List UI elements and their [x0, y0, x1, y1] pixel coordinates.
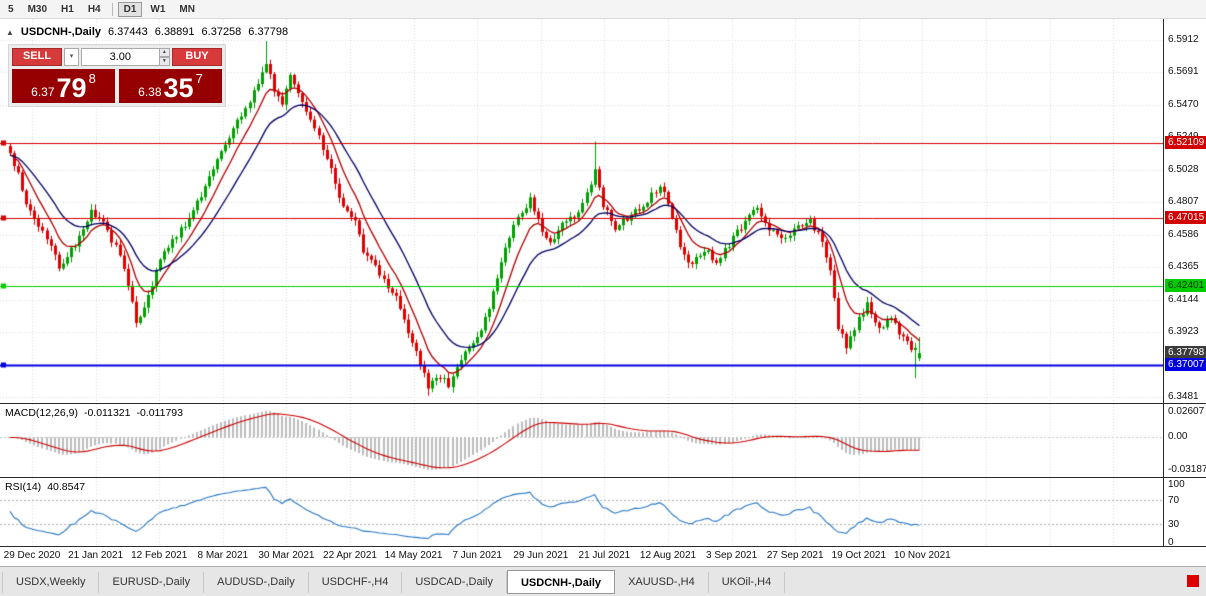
ohlc-open: 6.37443 — [108, 26, 148, 38]
timeframe-button-h1[interactable]: H1 — [55, 2, 80, 17]
buy-price-display[interactable]: 6.38 35 7 — [119, 69, 222, 103]
buy-price-big: 35 — [163, 73, 194, 103]
chart-title: ▲ USDCNH-,Daily 6.37443 6.38891 6.37258 … — [6, 26, 288, 38]
collapse-panel-icon[interactable]: ▲ — [6, 27, 14, 37]
chart-tab-eurusd-daily[interactable]: EURUSD-,Daily — [99, 572, 205, 593]
symbol-period-label: USDCNH-,Daily — [20, 26, 101, 38]
price-axis-tick: 6.4144 — [1168, 293, 1199, 305]
price-axis-tick: 6.4586 — [1168, 228, 1199, 240]
date-axis-label: 19 Oct 2021 — [831, 550, 887, 561]
price-level-label: 6.42401 — [1165, 278, 1206, 292]
chart-tab-audusd-daily[interactable]: AUDUSD-,Daily — [204, 572, 309, 593]
chart-tab-xauusd-h4[interactable]: XAUUSD-,H4 — [615, 572, 709, 593]
price-axis-tick: 6.5470 — [1168, 98, 1199, 110]
chart-tab-ukoil-h4[interactable]: UKOil-,H4 — [709, 572, 786, 593]
date-axis-label: 27 Sep 2021 — [766, 550, 824, 561]
panel-divider[interactable] — [0, 546, 1206, 547]
buy-price-head: 6.38 — [138, 85, 162, 99]
sell-price-big: 79 — [56, 73, 87, 103]
time-axis[interactable]: 29 Dec 2020 21 Jan 2021 12 Feb 2021 8 Mar 2… — [0, 547, 1206, 566]
price-axis-tick: 6.4365 — [1168, 261, 1199, 273]
rsi-axis-tick: 70 — [1168, 495, 1180, 506]
sell-button[interactable]: SELL — [12, 48, 62, 66]
rsi-name: RSI(14) — [5, 481, 42, 493]
price-level-label: 6.37798 — [1165, 346, 1206, 360]
macd-indicator-panel: MACD(12,26,9) -0.011321 -0.011793 — [0, 404, 1163, 477]
volume-increase-button[interactable]: ▲ — [158, 48, 170, 57]
sell-price-sup: 8 — [88, 71, 96, 86]
rsi-axis-tick: 30 — [1168, 519, 1180, 530]
date-axis-label: 30 Mar 2021 — [258, 550, 315, 561]
buy-price-sup: 7 — [195, 71, 203, 86]
price-axis-tick: 6.5691 — [1168, 66, 1199, 78]
panel-divider[interactable] — [0, 403, 1206, 404]
rsi-value: 40.8547 — [47, 481, 86, 493]
ohlc-high: 6.38891 — [154, 26, 195, 38]
chart-tab-bar: USDX,Weekly EURUSD-,Daily AUDUSD-,Daily USD… — [0, 566, 1206, 596]
date-axis-label: 12 Feb 2021 — [131, 550, 188, 561]
dropdown-arrow-icon: ▾ — [69, 53, 74, 60]
macd-signal-value: -0.011793 — [136, 407, 183, 419]
macd-name: MACD(12,26,9) — [5, 407, 78, 419]
price-axis-tick: 6.5912 — [1168, 34, 1199, 45]
rsi-label: RSI(14) 40.8547 — [5, 481, 91, 493]
price-axis-tick: 6.3923 — [1168, 326, 1199, 338]
timeframe-button-w1[interactable]: W1 — [144, 2, 171, 17]
chart-tab-usdx-weekly[interactable]: USDX,Weekly — [2, 572, 100, 593]
buy-button[interactable]: BUY — [172, 48, 222, 66]
macd-main-value: -0.011321 — [83, 407, 131, 419]
date-axis-label: 14 May 2021 — [384, 550, 443, 561]
price-axis[interactable]: 6.59126.56916.54706.52496.50286.48076.45… — [1163, 19, 1206, 548]
chart-tab-usdcnh-daily[interactable]: USDCNH-,Daily — [506, 570, 616, 594]
date-axis-label: 12 Aug 2021 — [639, 550, 697, 561]
volume-input[interactable] — [81, 48, 159, 66]
toolbar-separator — [111, 2, 113, 16]
sell-price-display[interactable]: 6.37 79 8 — [12, 69, 115, 103]
date-axis-label: 29 Jun 2021 — [513, 550, 569, 561]
rsi-axis-tick: 0 — [1168, 537, 1174, 548]
panel-divider[interactable] — [0, 477, 1206, 478]
order-type-dropdown[interactable]: ▾ — [64, 48, 79, 66]
date-axis-label: 8 Mar 2021 — [197, 550, 249, 561]
price-axis-tick: 6.5028 — [1168, 163, 1199, 175]
volume-decrease-button[interactable]: ▼ — [158, 57, 170, 66]
one-click-trading-panel: SELL ▾ ▲ ▼ BUY 6.37 79 8 — [8, 44, 226, 107]
rsi-canvas[interactable] — [0, 478, 1163, 546]
timeframe-button-5[interactable]: 5 — [2, 2, 20, 17]
date-axis-label: 21 Jul 2021 — [578, 550, 631, 561]
macd-canvas[interactable] — [0, 404, 1163, 477]
timeframe-button-m30[interactable]: M30 — [22, 2, 53, 17]
ohlc-low: 6.37258 — [201, 26, 242, 38]
ohlc-close: 6.37798 — [248, 26, 289, 38]
timeframe-button-h4[interactable]: H4 — [82, 2, 107, 17]
macd-axis-zero: 0.00 — [1168, 431, 1188, 443]
rsi-indicator-panel: RSI(14) 40.8547 — [0, 478, 1163, 546]
price-axis-tick: 6.4807 — [1168, 196, 1199, 208]
sell-price-head: 6.37 — [31, 85, 55, 99]
price-level-label: 6.37007 — [1165, 357, 1206, 371]
macd-label: MACD(12,26,9) -0.011321 -0.011793 — [5, 407, 189, 419]
timeframe-button-d1[interactable]: D1 — [117, 1, 143, 17]
macd-axis-max: 0.02607 — [1168, 406, 1205, 417]
tab-bar-marker[interactable] — [1187, 575, 1199, 587]
price-axis-tick: 6.3481 — [1168, 391, 1199, 402]
macd-axis-min: -0.03187 — [1168, 464, 1206, 475]
date-axis-label: 29 Dec 2020 — [3, 550, 61, 561]
date-axis-label: 7 Jun 2021 — [452, 550, 502, 561]
chart-tab-usdchf-h4[interactable]: USDCHF-,H4 — [309, 572, 403, 593]
date-axis-label: 10 Nov 2021 — [894, 550, 951, 561]
rsi-axis-tick: 100 — [1168, 479, 1185, 490]
date-axis-label: 22 Apr 2021 — [323, 550, 377, 561]
price-level-label: 6.47015 — [1165, 210, 1206, 224]
timeframe-toolbar: 5 M30 H1 H4 D1 W1 MN — [0, 0, 1206, 19]
price-level-label: 6.52109 — [1165, 135, 1206, 149]
date-axis-label: 3 Sep 2021 — [706, 550, 758, 561]
date-axis-label: 21 Jan 2021 — [68, 550, 124, 561]
timeframe-button-mn[interactable]: MN — [173, 2, 201, 17]
price-chart-panel: ▲ USDCNH-,Daily 6.37443 6.38891 6.37258 … — [0, 19, 1163, 403]
chart-tab-usdcad-daily[interactable]: USDCAD-,Daily — [402, 572, 507, 593]
